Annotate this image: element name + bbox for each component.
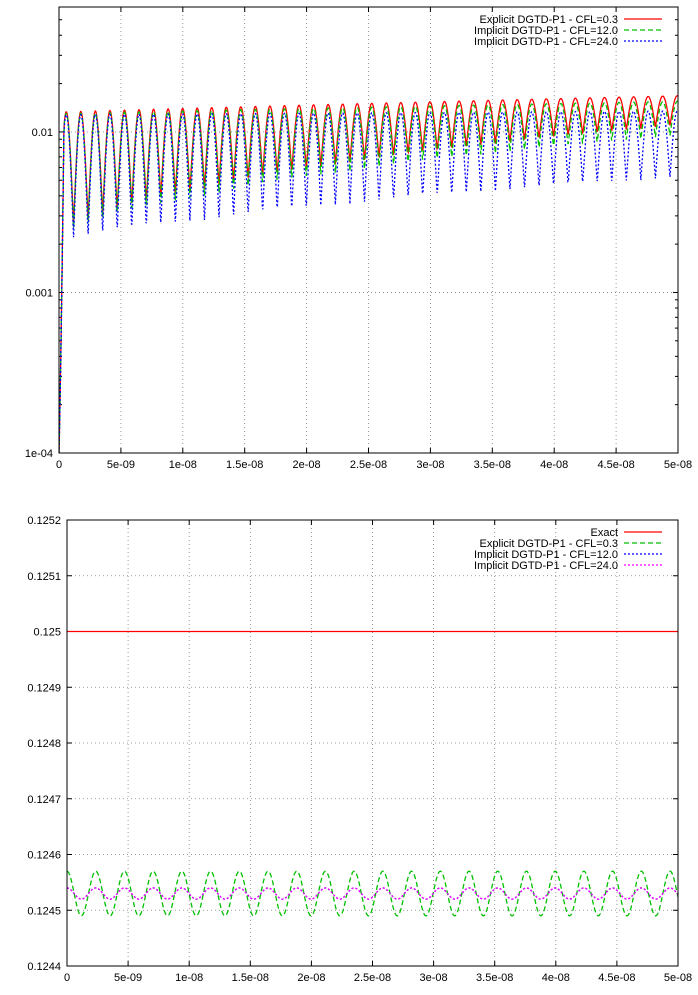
x-tick-label: 1.5e-08 <box>226 459 263 471</box>
y-tick-label: 0.1244 <box>27 961 61 973</box>
x-tick-label: 4e-08 <box>540 459 568 471</box>
x-tick-label: 4e-08 <box>542 972 570 984</box>
x-tick-label: 4.5e-08 <box>597 459 634 471</box>
series-line-2 <box>59 110 678 453</box>
x-tick-label: 4.5e-08 <box>598 972 635 984</box>
x-tick-label: 3.5e-08 <box>476 972 513 984</box>
plot-frame <box>58 6 679 454</box>
x-tick-label: 5e-08 <box>664 459 692 471</box>
x-tick-label: 5e-09 <box>114 972 142 984</box>
x-tick-label: 2e-08 <box>293 459 321 471</box>
y-tick-label: 0.1248 <box>27 738 61 750</box>
y-tick-label: 0.1252 <box>27 515 61 527</box>
x-tick-label: 5e-08 <box>664 972 692 984</box>
y-tick-label: 0.1251 <box>27 571 61 583</box>
bottom-chart-energy: 0 5e-09 1e-08 1.5e-08 2e-08 2.5e-08 3e-08 3.5e-… <box>27 515 692 984</box>
legend-label: Exact <box>590 527 618 539</box>
x-tick-label: 5e-09 <box>107 459 135 471</box>
y-tick-label: 0.01 <box>32 127 53 139</box>
series-line-3 <box>67 887 678 900</box>
y-tick-label: 0.1247 <box>27 794 61 806</box>
legend-label: Implicit DGTD-P1 - CFL=24.0 <box>474 560 618 572</box>
plot-frame <box>66 519 679 967</box>
y-tick-label: 0.1249 <box>27 682 61 694</box>
x-tick-label: 2.5e-08 <box>354 972 391 984</box>
x-tick-label: 3e-08 <box>420 972 448 984</box>
y-tick-label: 0.125 <box>33 627 61 639</box>
y-tick-label: 0.1245 <box>27 905 61 917</box>
x-tick-label: 3e-08 <box>416 459 444 471</box>
y-tick-label: 0.001 <box>25 287 53 299</box>
legend-label: Implicit DGTD-P1 - CFL=12.0 <box>474 25 618 37</box>
legend-label: Explicit DGTD-P1 - CFL=0.3 <box>480 538 618 550</box>
legend-label: Explicit DGTD-P1 - CFL=0.3 <box>480 14 618 26</box>
x-tick-label: 1e-08 <box>169 459 197 471</box>
legend-label: Implicit DGTD-P1 - CFL=12.0 <box>474 549 618 561</box>
x-tick-label: 0 <box>56 459 62 471</box>
x-tick-label: 0 <box>64 972 70 984</box>
y-tick-label: 0.1246 <box>27 850 61 862</box>
series-line-1 <box>67 870 678 917</box>
top-chart-log-error: 0 5e-09 1e-08 1.5e-08 2e-08 2.5e-08 3e-08 3.5e-… <box>25 6 692 471</box>
y-tick-label: 1e-04 <box>25 448 53 460</box>
x-tick-label: 3.5e-08 <box>474 459 511 471</box>
x-tick-label: 2e-08 <box>297 972 325 984</box>
series-line-1 <box>59 100 678 453</box>
x-tick-label: 2.5e-08 <box>350 459 387 471</box>
legend-label: Implicit DGTD-P1 - CFL=24.0 <box>474 36 618 48</box>
x-tick-label: 1e-08 <box>175 972 203 984</box>
x-tick-label: 1.5e-08 <box>232 972 269 984</box>
